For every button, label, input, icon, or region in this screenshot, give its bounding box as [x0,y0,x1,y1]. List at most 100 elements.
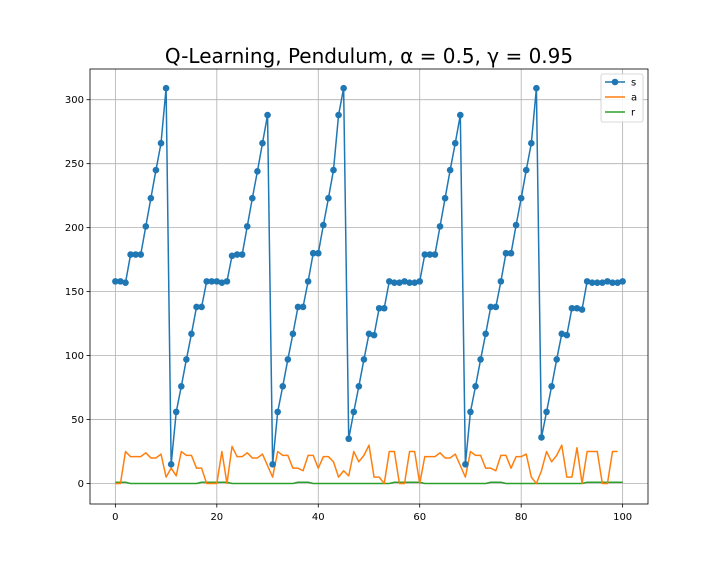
data-point-s [578,306,586,313]
series-s [112,84,626,468]
legend-item-r: r [605,108,636,119]
data-point-s [588,279,596,286]
data-point-s [274,408,281,416]
data-point-s [127,251,134,258]
data-point-s [593,279,601,286]
axes-frame [89,68,649,505]
y-tick-label: 100 [65,351,84,362]
data-point-s [152,166,160,174]
series-r [115,481,623,485]
data-point-s [497,278,505,285]
data-point-s [203,278,210,285]
y-tick-label: 0 [78,479,84,490]
data-point-s [528,139,535,147]
y-tick-label: 50 [71,415,84,426]
data-point-s [183,356,190,363]
data-point-s [249,194,256,202]
data-point-s [583,278,591,285]
data-point-s [198,303,205,311]
x-tick-label: 20 [210,512,223,523]
plot-area [90,69,648,504]
data-point-s [365,330,373,338]
series-a [115,444,618,485]
data-point-s [553,356,560,363]
data-point-s [345,435,353,443]
data-point-s [396,279,403,286]
data-point-s [472,382,479,390]
y-tick-label: 300 [65,95,84,106]
data-point-s [193,303,200,311]
data-point-s [380,304,388,312]
data-point-s [477,356,484,363]
data-point-s [543,408,550,416]
data-point-s [446,166,454,174]
data-point-s [243,223,251,230]
y-tick-label: 200 [65,223,84,234]
x-tick-label: 80 [515,512,528,523]
legend-item-s: s [605,78,636,89]
x-tick-label: 40 [312,512,325,523]
data-point-s [457,111,464,119]
data-point-s [568,304,576,312]
legend-label: s [631,78,636,89]
data-point-s [208,278,216,285]
data-point-s [178,382,185,390]
data-point-s [147,194,155,202]
data-point-s [411,279,418,286]
data-point-s [233,251,241,258]
axes: 0 20 40 60 80 100 0 50 100 150 200 250 300 [65,68,649,523]
data-point-s [269,461,276,468]
data-point-s [406,279,413,286]
y-tick-label: 250 [65,159,84,170]
data-point-s [309,249,317,257]
data-point-s [330,166,337,174]
data-point-s [122,279,129,286]
legend-item-a: a [605,93,637,104]
data-point-s [254,168,261,175]
data-point-s [213,278,221,285]
chart-title: Q-Learning, Pendulum, α = 0.5, γ = 0.95 [165,44,573,68]
data-point-s [451,139,459,147]
data-point-s [492,303,500,311]
data-point-s [157,139,165,147]
series-line-a [115,444,618,485]
series-line-r [115,481,623,485]
legend-marker [611,78,619,86]
data-point-s [167,461,175,468]
data-point-s [218,279,226,286]
data-point-s [609,279,616,286]
data-point-s [502,249,510,257]
data-point-s [538,434,545,441]
data-point-s [355,382,363,390]
data-point-s [172,408,180,416]
data-point-s [385,278,393,285]
data-point-s [512,221,520,229]
data-point-s [142,223,150,230]
x-tick-label: 60 [413,512,426,523]
y-tick-label: 150 [65,287,84,298]
data-point-s [522,166,530,174]
data-point-s [426,251,434,258]
data-point-s [340,84,347,92]
data-point-s [482,330,489,338]
legend: sar [600,73,644,123]
data-point-s [289,330,297,338]
data-point-s [619,278,626,285]
data-point-s [467,408,474,416]
data-point-s [487,303,495,311]
data-point-s [264,111,271,119]
x-tick-label: 0 [112,512,118,523]
data-point-s [599,279,606,286]
data-point-s [462,461,469,468]
data-point-s [299,303,307,311]
data-point-s [294,303,302,311]
data-point-s [137,251,145,258]
data-point-s [548,382,555,390]
x-tick-label: 100 [613,512,632,523]
data-point-s [558,330,566,338]
data-point-s [335,111,342,119]
data-point-s [325,194,332,202]
data-point-s [604,278,611,285]
data-point-s [436,223,444,230]
data-point-s [238,251,246,258]
